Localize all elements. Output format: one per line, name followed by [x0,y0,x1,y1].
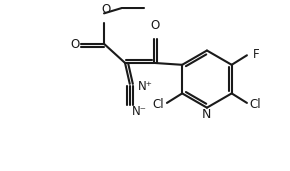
Text: O: O [101,3,110,16]
Text: O: O [150,19,159,32]
Text: N⁺: N⁺ [138,80,153,93]
Text: N: N [202,108,212,121]
Text: O: O [70,38,79,51]
Text: Cl: Cl [250,98,261,111]
Text: Cl: Cl [153,98,164,111]
Text: N⁻: N⁻ [132,105,147,118]
Text: F: F [253,48,259,61]
